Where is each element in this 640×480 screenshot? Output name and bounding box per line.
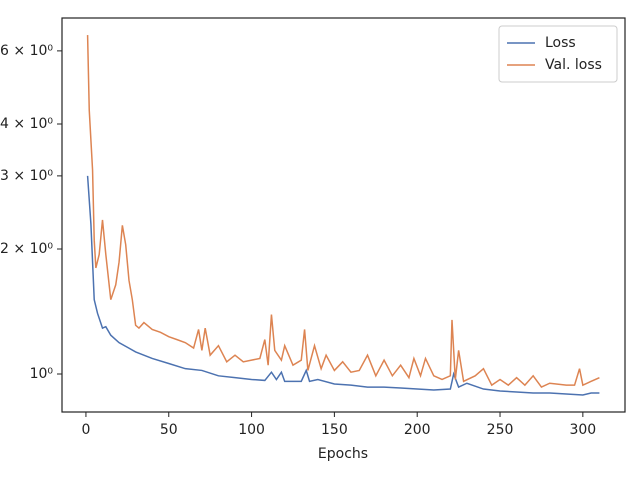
y-tick-label: 10⁰: [30, 366, 54, 382]
x-axis-label: Epochs: [318, 446, 368, 462]
legend-label: Val. loss: [545, 57, 602, 73]
legend-label: Loss: [545, 35, 576, 51]
legend-box: [498, 25, 618, 83]
x-tick-label: 150: [321, 422, 348, 438]
x-tick-label: 200: [404, 422, 431, 438]
y-tick-label: 3 × 10⁰: [0, 168, 53, 184]
y-tick-label: 2 × 10⁰: [0, 241, 53, 257]
series-line: [86, 35, 600, 389]
x-tick-label: 50: [160, 422, 178, 438]
series-line: [86, 175, 600, 396]
x-tick-label: 300: [569, 422, 596, 438]
x-tick-label: 0: [81, 422, 90, 438]
y-tick-label: 6 × 10⁰: [0, 43, 53, 59]
y-tick-label: 4 × 10⁰: [0, 116, 53, 132]
x-tick-label: 100: [238, 422, 265, 438]
x-tick-label: 250: [487, 422, 514, 438]
plot-frame: [61, 17, 626, 413]
